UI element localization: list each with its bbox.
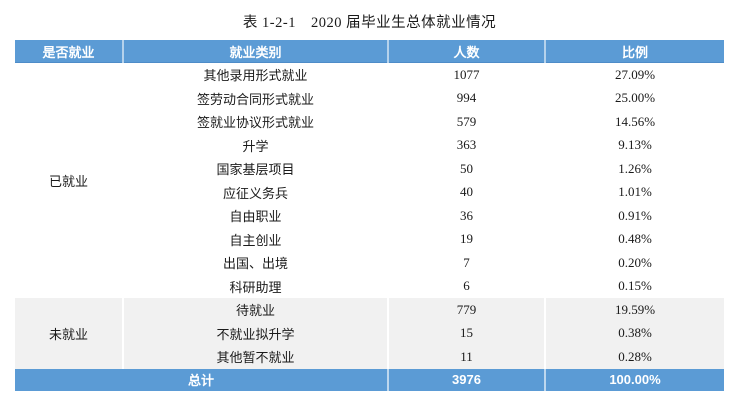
category-cell: 国家基层项目: [122, 157, 388, 181]
count-cell: 15: [387, 321, 545, 345]
percent-cell: 25.00%: [544, 86, 724, 110]
percent-cell: 0.91%: [544, 204, 724, 228]
table-row: 应征义务兵 40 1.01%: [15, 180, 724, 204]
total-label: 总计: [15, 368, 388, 391]
category-cell: 不就业拟升学: [122, 321, 388, 345]
header-employed-status: 是否就业: [15, 40, 123, 63]
table-row: 已就业 其他录用形式就业 1077 27.09%: [15, 62, 724, 298]
total-row: 总计 3976 100.00%: [15, 368, 724, 391]
category-cell: 其他暂不就业: [122, 345, 388, 369]
category-cell: 签就业协议形式就业: [122, 110, 388, 134]
category-cell: 签劳动合同形式就业: [122, 86, 388, 110]
percent-cell: 0.20%: [544, 251, 724, 275]
count-cell: 579: [387, 110, 545, 134]
percent-cell: 27.09%: [544, 62, 724, 87]
category-cell: 自由职业: [122, 204, 388, 228]
count-cell: 363: [387, 133, 545, 157]
category-cell: 待就业: [122, 298, 388, 322]
count-cell: 40: [387, 180, 545, 204]
category-cell: 应征义务兵: [122, 180, 388, 204]
table-row: 国家基层项目 50 1.26%: [15, 157, 724, 181]
table-row: 出国、出境 7 0.20%: [15, 251, 724, 275]
table-row: 签就业协议形式就业 579 14.56%: [15, 110, 724, 134]
count-cell: 19: [387, 227, 545, 251]
percent-cell: 1.26%: [544, 157, 724, 181]
group-label-unemployed: 未就业: [15, 298, 123, 369]
header-employment-category: 就业类别: [122, 40, 388, 63]
category-cell: 出国、出境: [122, 251, 388, 275]
table-row: 签劳动合同形式就业 994 25.00%: [15, 86, 724, 110]
total-count: 3976: [387, 368, 545, 391]
count-cell: 6: [387, 274, 545, 298]
category-cell: 自主创业: [122, 227, 388, 251]
category-cell: 科研助理: [122, 274, 388, 298]
table-row: 升学 363 9.13%: [15, 133, 724, 157]
count-cell: 994: [387, 86, 545, 110]
count-cell: 50: [387, 157, 545, 181]
count-cell: 779: [387, 298, 545, 322]
employment-table: 是否就业 就业类别 人数 比例 已就业 其他录用形式就业 1077 27.09%…: [15, 40, 724, 391]
count-cell: 1077: [387, 62, 545, 87]
count-cell: 11: [387, 345, 545, 369]
percent-cell: 0.48%: [544, 227, 724, 251]
table-caption: 表 1-2-1 2020 届毕业生总体就业情况: [242, 15, 497, 31]
table-row: 其他暂不就业 11 0.28%: [15, 345, 724, 369]
total-percent: 100.00%: [544, 368, 724, 391]
table-row: 自主创业 19 0.48%: [15, 227, 724, 251]
table-row: 科研助理 6 0.15%: [15, 274, 724, 298]
table-row: 不就业拟升学 15 0.38%: [15, 321, 724, 345]
header-percent: 比例: [544, 40, 724, 63]
table-row: 未就业 待就业 779 19.59%: [15, 298, 724, 369]
header-row: 是否就业 就业类别 人数 比例: [15, 40, 724, 63]
count-cell: 7: [387, 251, 545, 275]
table-row: 自由职业 36 0.91%: [15, 204, 724, 228]
category-cell: 升学: [122, 133, 388, 157]
percent-cell: 9.13%: [544, 133, 724, 157]
count-cell: 36: [387, 204, 545, 228]
percent-cell: 0.15%: [544, 274, 724, 298]
percent-cell: 1.01%: [544, 180, 724, 204]
percent-cell: 0.28%: [544, 345, 724, 369]
percent-cell: 0.38%: [544, 321, 724, 345]
category-cell: 其他录用形式就业: [122, 62, 388, 87]
header-count: 人数: [387, 40, 545, 63]
group-label-employed: 已就业: [15, 62, 123, 298]
percent-cell: 14.56%: [544, 110, 724, 134]
percent-cell: 19.59%: [544, 298, 724, 322]
